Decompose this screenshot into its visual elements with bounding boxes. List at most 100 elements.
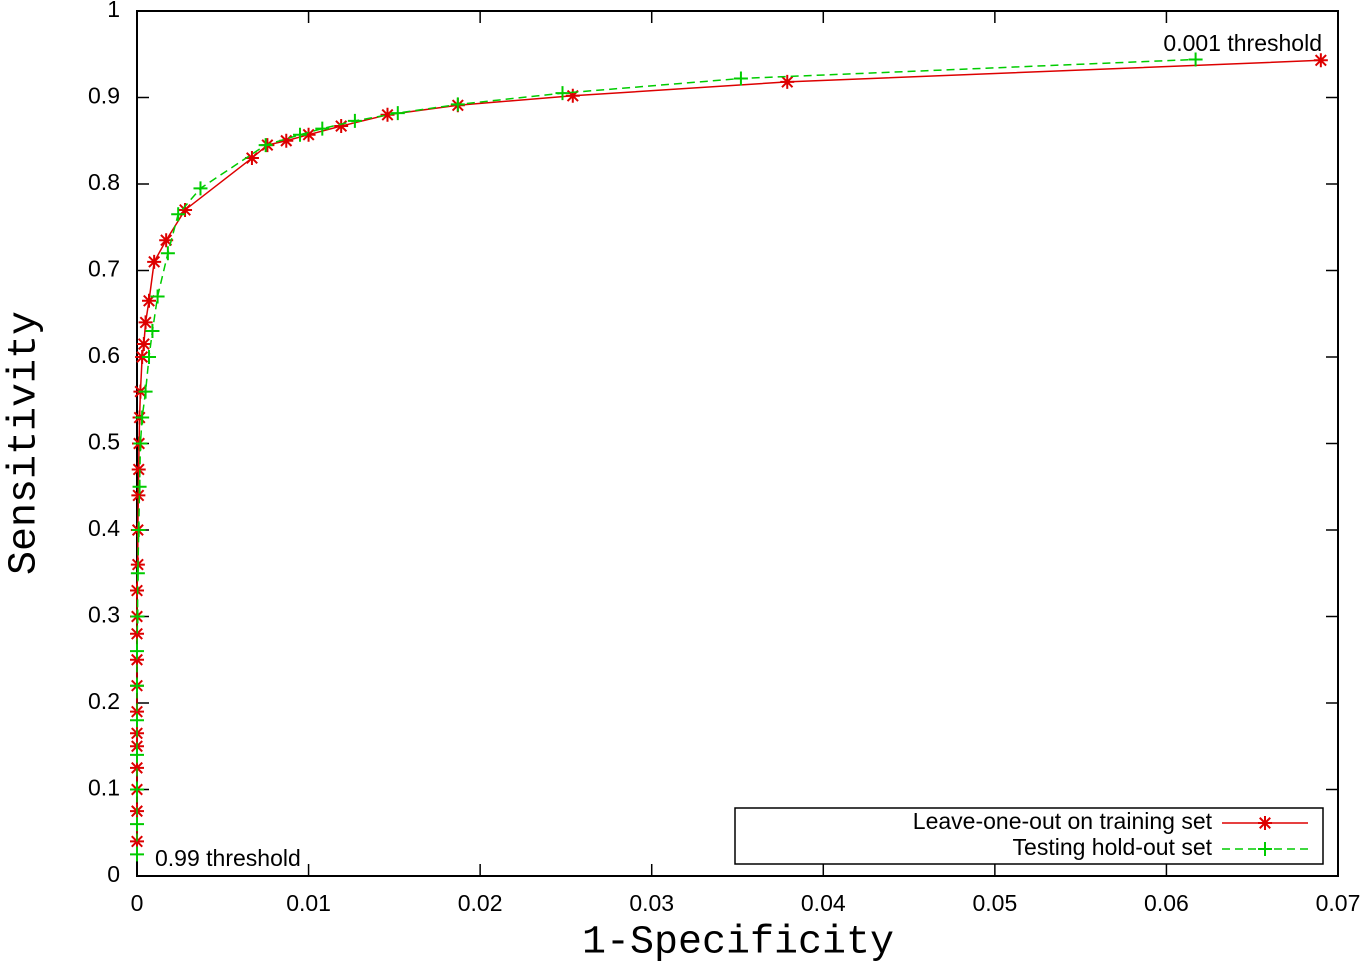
marker-shape	[171, 207, 186, 222]
marker-shape	[130, 834, 144, 849]
point	[130, 644, 144, 659]
x-tick-label: 0.06	[1144, 890, 1189, 916]
marker-shape	[193, 181, 208, 196]
marker-shape	[301, 127, 316, 142]
legend-marker	[1258, 842, 1272, 856]
plot-border	[136, 10, 1339, 877]
point	[292, 127, 307, 142]
marker-shape	[131, 523, 146, 537]
point	[130, 678, 144, 693]
point	[138, 384, 153, 399]
point	[565, 88, 580, 103]
point	[150, 289, 165, 304]
point	[347, 113, 362, 128]
marker-shape	[130, 566, 145, 581]
marker-shape	[244, 151, 259, 166]
point	[130, 713, 144, 728]
marker-shape	[130, 760, 144, 775]
series-line	[136, 59, 1321, 842]
marker-shape	[160, 246, 175, 261]
point	[733, 71, 748, 86]
x-tick-label: 0.03	[629, 890, 674, 916]
y-tick-label: 0.1	[88, 775, 120, 801]
point	[132, 479, 147, 494]
marker-shape	[142, 293, 157, 308]
marker-shape	[138, 315, 153, 330]
y-axis-title: Sensitivity	[3, 311, 48, 575]
point	[315, 121, 330, 136]
point	[131, 523, 146, 537]
point	[147, 254, 162, 269]
y-tick-label: 0.3	[88, 602, 120, 628]
marker-shape	[130, 782, 144, 797]
marker-shape	[334, 119, 349, 134]
legend-label: Testing hold-out set	[1013, 834, 1213, 860]
x-tick-label: 0.07	[1316, 890, 1361, 916]
point	[171, 207, 186, 222]
point	[145, 324, 160, 339]
point	[130, 704, 144, 719]
marker-shape	[138, 384, 153, 399]
marker-shape	[147, 254, 162, 269]
marker-shape	[780, 74, 795, 89]
point	[380, 107, 395, 122]
marker-shape	[130, 678, 144, 693]
marker-shape	[131, 462, 146, 477]
marker-shape	[130, 713, 144, 728]
marker-shape	[130, 847, 144, 862]
y-tick-label: 0.5	[88, 429, 120, 455]
point	[130, 847, 144, 862]
point	[131, 462, 146, 477]
marker-shape	[565, 88, 580, 103]
point	[142, 293, 157, 308]
marker-shape	[130, 652, 144, 667]
marker-shape	[150, 289, 165, 304]
marker-shape	[131, 488, 146, 503]
point	[258, 138, 273, 153]
y-tick-label: 0.6	[88, 342, 120, 368]
point	[130, 626, 144, 641]
point	[780, 74, 795, 89]
marker-shape	[132, 479, 147, 494]
marker-shape	[130, 609, 145, 624]
point	[133, 436, 148, 451]
y-tick-label: 0.4	[88, 515, 120, 541]
point	[301, 127, 316, 142]
marker-shape	[130, 644, 144, 659]
point	[450, 97, 465, 112]
marker-shape	[258, 138, 273, 153]
point	[334, 119, 349, 134]
annotation: 0.001 threshold	[1163, 30, 1322, 56]
marker-shape	[1188, 52, 1203, 67]
x-axis-title: 1-Specificity	[582, 921, 894, 963]
point	[130, 782, 144, 797]
point	[130, 747, 144, 762]
x-tick-label: 0.04	[801, 890, 846, 916]
marker-shape	[292, 127, 307, 142]
point	[130, 566, 145, 581]
y-tick-label: 1	[107, 0, 120, 22]
point	[142, 350, 157, 364]
point	[130, 834, 144, 849]
y-tick-label: 0.2	[88, 688, 120, 714]
y-tick-label: 0	[107, 861, 120, 887]
marker-shape	[130, 704, 144, 719]
point	[390, 106, 405, 121]
marker-shape	[135, 410, 150, 425]
point	[130, 609, 145, 624]
point	[160, 246, 175, 261]
annotation: 0.99 threshold	[155, 845, 301, 871]
point	[1188, 52, 1203, 67]
point	[159, 233, 174, 248]
x-tick-label: 0.01	[286, 890, 331, 916]
series-line	[136, 58, 1196, 855]
point	[244, 151, 259, 166]
marker-shape	[145, 324, 160, 339]
marker-shape	[133, 436, 148, 451]
marker-shape	[347, 113, 362, 128]
point	[135, 410, 150, 425]
point	[130, 652, 144, 667]
marker-shape	[733, 71, 748, 86]
